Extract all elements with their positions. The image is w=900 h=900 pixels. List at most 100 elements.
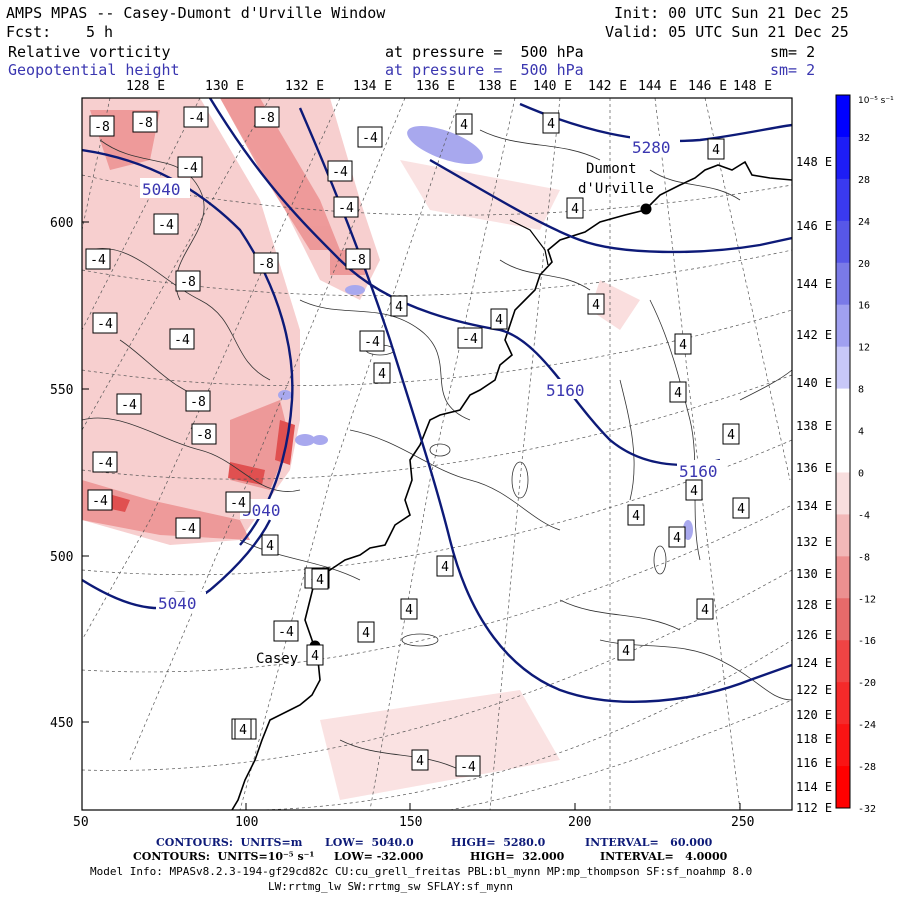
vorticity-label-box: 4 xyxy=(306,644,324,666)
dumont-label-line2: d'Urville xyxy=(578,181,654,197)
vorticity-label-text: -4 xyxy=(364,335,380,350)
vorticity-label-box: -8 xyxy=(175,270,201,292)
colorbar-tick-label: -16 xyxy=(858,636,876,647)
vorticity-label-box: 4 xyxy=(566,197,584,219)
vorticity-label-box: -4 xyxy=(457,327,483,349)
vorticity-label-text: -8 xyxy=(94,120,110,135)
right-lon-label: 116 E xyxy=(796,756,832,770)
vorticity-label-text: 4 xyxy=(673,531,681,546)
vorticity-label-text: -8 xyxy=(259,111,275,126)
vorticity-label-text: -4 xyxy=(460,760,476,775)
vorticity-label-box: 4 xyxy=(261,534,279,556)
vorticity-label-text: 4 xyxy=(239,723,247,738)
vorticity-label-box: -4 xyxy=(175,517,201,539)
right-lon-label: 142 E xyxy=(796,328,832,342)
vorticity-label-box: -4 xyxy=(92,451,118,473)
top-lon-label: 132 E xyxy=(285,79,324,94)
positive-vorticity-shading xyxy=(278,126,693,540)
right-lon-label: 126 E xyxy=(796,628,832,642)
vorticity-label-text: -4 xyxy=(97,317,113,332)
footer-vorticity-low: LOW= -32.000 xyxy=(334,850,424,863)
vorticity-label-box: -8 xyxy=(254,106,280,128)
vorticity-label-box: -4 xyxy=(455,755,481,777)
right-lon-label: 134 E xyxy=(796,499,832,513)
field1-smoothing: sm= 2 xyxy=(770,43,816,61)
vorticity-label-box: 4 xyxy=(234,718,252,740)
vorticity-label-text: 4 xyxy=(395,300,403,315)
vorticity-label-box: 4 xyxy=(685,479,703,501)
field2-name: Geopotential height xyxy=(8,61,180,79)
height-label-5040-lower: 5040 xyxy=(158,594,197,613)
height-label-5160-right: 5160 xyxy=(679,462,718,481)
vorticity-contour-labels: -8 -8 -4 -8 -4 -4 -4 -4 -4 -4 -8 -4 -8 -8 -4 -4 -4 -4 -4 -8… xyxy=(85,106,750,777)
vorticity-label-box: -4 xyxy=(169,328,195,350)
vorticity-label-box: -8 xyxy=(132,111,158,133)
colorbar-tick-label: 0 xyxy=(858,468,864,479)
y-axis-labels: 600 550 500 450 xyxy=(50,216,73,731)
top-lon-label: 146 E xyxy=(688,79,727,94)
right-lon-label: 144 E xyxy=(796,277,832,291)
vorticity-label-box: 4 xyxy=(390,295,408,317)
vorticity-label-box: 4 xyxy=(674,333,692,355)
colorbar-tick-label: 12 xyxy=(858,343,870,354)
plot-frame xyxy=(81,97,793,811)
top-lon-label: 148 E xyxy=(733,79,772,94)
vorticity-label-box: 4 xyxy=(400,598,418,620)
vorticity-label-text: -4 xyxy=(182,161,198,176)
colorbar-tick-label: -28 xyxy=(858,762,876,773)
colorbar-swatch xyxy=(836,430,850,473)
vorticity-label-text: -8 xyxy=(180,275,196,290)
colorbar-frame xyxy=(835,94,851,809)
colorbar-tick-label: -20 xyxy=(858,678,876,689)
axis-ticks xyxy=(81,221,741,810)
colorbar-swatch xyxy=(836,766,850,809)
top-longitude-labels: 128 E 130 E 132 E 134 E 136 E 138 E 140 E 142 E… xyxy=(126,79,772,94)
vorticity-label-box: -8 xyxy=(89,115,115,137)
colorbar-swatch xyxy=(836,640,850,683)
colorbar-swatch xyxy=(836,472,850,515)
vorticity-label-box: -8 xyxy=(253,252,279,274)
vorticity-label-box: 4 xyxy=(311,568,329,590)
colorbar-swatch xyxy=(836,724,850,767)
vorticity-colorbar: 32 28 24 20 16 12 8 4 0 -4 -8 -12 -16 -20 -24 -28 -32 xyxy=(835,94,876,815)
vorticity-label-text: -4 xyxy=(362,131,378,146)
top-lon-label: 138 E xyxy=(478,79,517,94)
vorticity-label-box: -4 xyxy=(327,160,353,182)
colorbar-swatch xyxy=(836,346,850,390)
right-lon-label: 120 E xyxy=(796,708,832,722)
vorticity-label-box: 4 xyxy=(436,555,454,577)
y-axis-tick-label: 600 xyxy=(50,216,73,231)
vorticity-label-text: -8 xyxy=(258,257,274,272)
vorticity-label-text: 4 xyxy=(378,367,386,382)
vorticity-label-text: -4 xyxy=(97,456,113,471)
colorbar-tick-label: -4 xyxy=(858,510,870,521)
colorbar-tick-label: 24 xyxy=(858,217,870,228)
right-lon-label: 140 E xyxy=(796,376,832,390)
vorticity-label-text: 4 xyxy=(690,484,698,499)
vorticity-label-text: -4 xyxy=(338,201,354,216)
colorbar-swatch xyxy=(836,262,850,306)
x-axis-tick-label: 50 xyxy=(73,815,89,830)
height-label-5040-upper: 5040 xyxy=(142,180,181,199)
vorticity-label-text: 4 xyxy=(266,539,274,554)
colorbar-swatch xyxy=(836,220,850,264)
y-axis-tick-label: 550 xyxy=(50,383,73,398)
top-lon-label: 128 E xyxy=(126,79,165,94)
vorticity-label-text: 4 xyxy=(316,573,324,588)
dumont-durville-station-marker xyxy=(640,203,652,215)
footer-height-high: HIGH= 5280.0 xyxy=(451,836,546,849)
vorticity-label-box: -4 xyxy=(153,213,179,235)
colorbar-swatch xyxy=(836,598,850,641)
right-lon-label: 122 E xyxy=(796,683,832,697)
vorticity-label-box: -4 xyxy=(177,156,203,178)
vorticity-label-text: -4 xyxy=(180,522,196,537)
colorbar-tick-label: 16 xyxy=(858,301,870,312)
vorticity-label-text: 4 xyxy=(712,143,720,158)
vorticity-label-box: -8 xyxy=(185,390,211,412)
field2-smoothing: sm= 2 xyxy=(770,61,816,79)
top-lon-label: 144 E xyxy=(638,79,677,94)
colorbar-swatch xyxy=(836,514,850,557)
x-axis-labels: 50 100 150 200 250 xyxy=(73,815,754,830)
top-lon-label: 140 E xyxy=(533,79,572,94)
